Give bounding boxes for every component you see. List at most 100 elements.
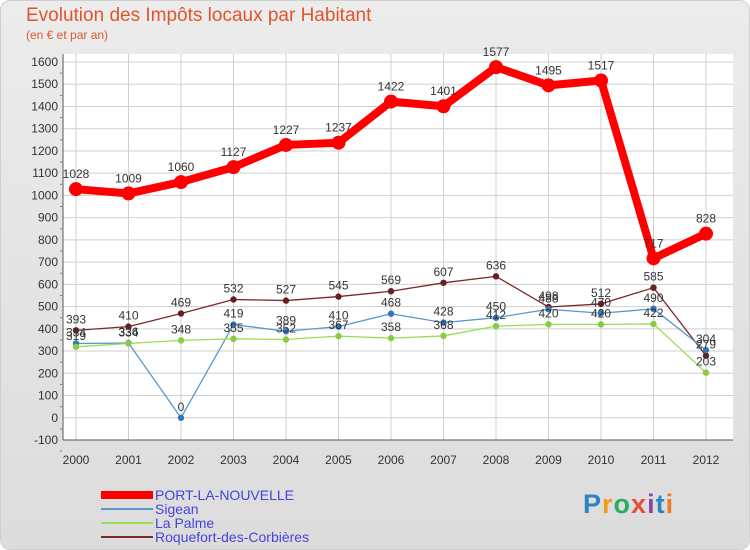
data-point bbox=[335, 293, 342, 300]
data-label: 468 bbox=[381, 296, 401, 310]
x-tick-label: 2009 bbox=[535, 453, 562, 467]
x-tick-label: 2008 bbox=[483, 453, 510, 467]
data-label: 419 bbox=[223, 307, 243, 321]
data-point bbox=[650, 320, 657, 328]
data-label: 348 bbox=[171, 322, 191, 336]
data-point bbox=[492, 322, 500, 330]
y-tick-label: 0 bbox=[51, 411, 58, 425]
data-point bbox=[646, 251, 661, 266]
x-tick-label: 2002 bbox=[168, 453, 195, 467]
data-point bbox=[597, 321, 605, 328]
x-tick-label: 2004 bbox=[273, 453, 300, 467]
data-label: 203 bbox=[696, 355, 716, 369]
x-tick-label: 2006 bbox=[378, 453, 405, 467]
data-label: 717 bbox=[643, 236, 663, 250]
data-label: 532 bbox=[223, 281, 243, 295]
y-tick-label: 1100 bbox=[32, 166, 58, 180]
y-tick-label: 900 bbox=[38, 211, 58, 225]
data-label: 422 bbox=[643, 306, 663, 320]
data-point bbox=[650, 305, 657, 313]
data-point bbox=[69, 182, 83, 197]
data-label: 1517 bbox=[588, 58, 615, 72]
legend-swatch bbox=[101, 522, 153, 524]
x-tick-label: 2012 bbox=[693, 453, 720, 467]
y-tick-label: 1000 bbox=[31, 188, 58, 202]
data-label: 490 bbox=[643, 291, 663, 305]
logo-letter: x bbox=[631, 489, 648, 519]
data-point bbox=[177, 414, 185, 421]
proxiti-logo: Proxiti bbox=[583, 489, 674, 520]
data-point bbox=[702, 352, 710, 359]
data-label: 358 bbox=[381, 320, 401, 334]
data-point bbox=[387, 310, 395, 317]
data-point bbox=[226, 160, 241, 175]
data-point bbox=[279, 137, 293, 152]
data-label: 1237 bbox=[325, 121, 352, 135]
data-point bbox=[230, 296, 237, 303]
y-tick-label: 600 bbox=[38, 277, 58, 291]
data-label: 412 bbox=[486, 308, 506, 322]
chart-subtitle: (en € et par an) bbox=[26, 28, 109, 42]
data-label: 410 bbox=[328, 309, 348, 323]
y-tick-label: 1200 bbox=[31, 144, 58, 158]
data-label: 512 bbox=[591, 286, 611, 300]
x-tick-label: 2001 bbox=[115, 453, 142, 467]
data-point bbox=[282, 328, 290, 335]
data-point bbox=[702, 346, 710, 354]
legend-item-port-la-nouvelle: PORT-LA-NOUVELLE bbox=[101, 488, 294, 502]
data-point bbox=[282, 336, 290, 343]
y-tick-label: 1400 bbox=[31, 99, 58, 113]
legend-label: Sigean bbox=[155, 501, 199, 517]
logo-letter: P bbox=[583, 489, 603, 519]
data-point bbox=[492, 314, 500, 321]
data-point bbox=[594, 73, 608, 88]
data-point bbox=[335, 323, 342, 330]
data-point bbox=[702, 369, 710, 376]
data-point bbox=[440, 279, 447, 286]
data-point bbox=[387, 288, 395, 295]
data-point bbox=[331, 135, 346, 150]
data-point bbox=[335, 332, 342, 340]
data-label: 607 bbox=[433, 265, 453, 279]
data-label: 1401 bbox=[430, 84, 457, 98]
data-point bbox=[597, 300, 605, 308]
data-point bbox=[230, 335, 237, 343]
data-point bbox=[72, 327, 80, 334]
x-tick-label: 2005 bbox=[325, 453, 352, 467]
data-label: 304 bbox=[696, 332, 716, 346]
x-tick-label: 2003 bbox=[220, 453, 247, 467]
data-label: 470 bbox=[591, 295, 611, 309]
data-point bbox=[650, 284, 657, 291]
data-label: 1009 bbox=[115, 171, 142, 185]
data-point bbox=[440, 332, 447, 340]
data-point bbox=[545, 306, 552, 313]
x-tick-label: 2007 bbox=[430, 453, 457, 467]
data-point bbox=[121, 186, 136, 201]
data-label: 1577 bbox=[483, 45, 510, 59]
y-tick-label: 300 bbox=[38, 344, 58, 358]
legend-swatch bbox=[101, 536, 153, 538]
data-point bbox=[177, 310, 185, 317]
x-tick-label: 2011 bbox=[641, 453, 667, 467]
data-label: 334 bbox=[66, 325, 86, 339]
data-label: 367 bbox=[328, 318, 348, 332]
data-label: 498 bbox=[538, 289, 558, 303]
data-label: 1127 bbox=[221, 145, 247, 159]
data-point bbox=[72, 343, 80, 351]
legend-swatch bbox=[101, 491, 153, 499]
x-tick-label: 2000 bbox=[63, 453, 90, 467]
data-label: 828 bbox=[696, 212, 716, 226]
legend-swatch bbox=[101, 508, 153, 510]
data-label: 319 bbox=[66, 329, 86, 343]
data-label: 527 bbox=[276, 283, 296, 297]
data-label: 488 bbox=[538, 291, 558, 305]
logo-letter: i bbox=[665, 489, 675, 519]
legend-label: Roquefort-des-Corbières bbox=[155, 529, 310, 545]
logo-letter: o bbox=[613, 489, 632, 519]
data-label: 450 bbox=[486, 300, 506, 314]
legend-label: La Palme bbox=[155, 515, 215, 531]
data-label: 355 bbox=[223, 321, 243, 335]
data-label: 1028 bbox=[63, 167, 90, 181]
data-point bbox=[177, 337, 185, 344]
